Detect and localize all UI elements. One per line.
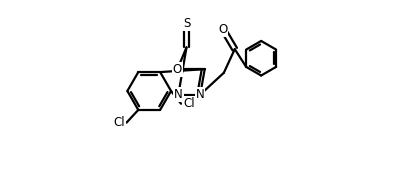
Text: Cl: Cl: [113, 116, 125, 129]
Text: N: N: [196, 88, 204, 101]
Text: O: O: [218, 23, 227, 36]
Text: N: N: [174, 88, 183, 101]
Text: O: O: [173, 63, 182, 76]
Text: S: S: [183, 17, 190, 30]
Text: Cl: Cl: [183, 97, 195, 110]
